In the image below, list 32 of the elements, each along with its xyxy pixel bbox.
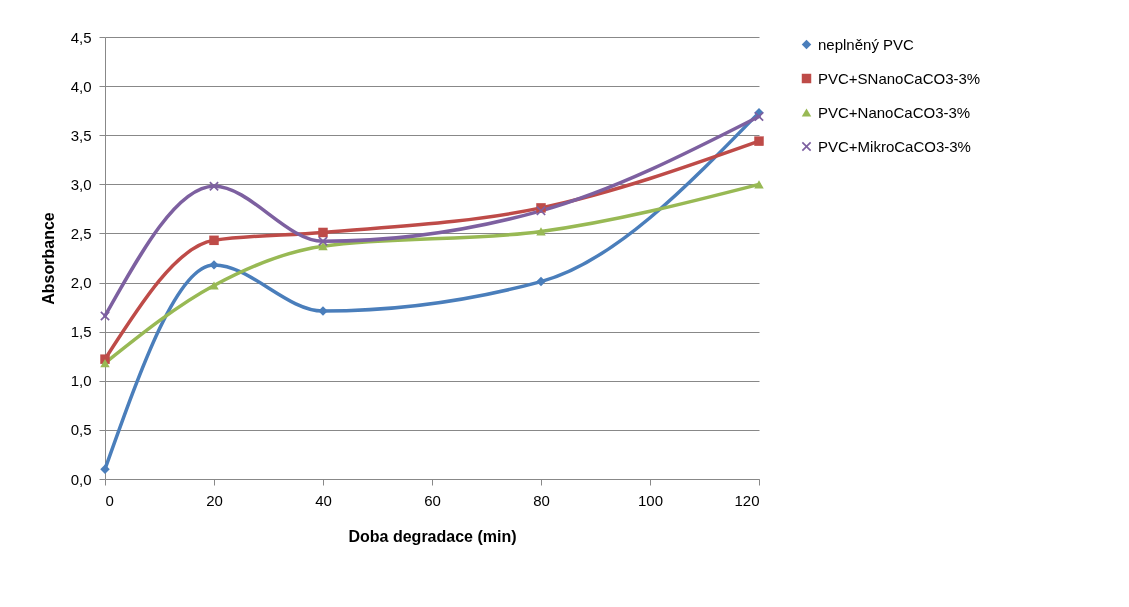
y-axis-title: Absorbance [39, 212, 57, 305]
x-tick-label: 40 [315, 491, 332, 509]
x-tick-label: 100 [637, 491, 664, 509]
x-tick-label: 80 [533, 491, 550, 509]
y-tick-label: 0,0 [70, 470, 92, 488]
x-tick-label: 120 [734, 491, 760, 509]
y-tick-label: 3,0 [70, 175, 92, 193]
legend-label: PVC+NanoCaCO3-3% [818, 103, 971, 121]
x-axis-title: Doba degradace (min) [348, 527, 517, 545]
x-tick-label: 0 [105, 491, 114, 509]
point [318, 227, 328, 238]
y-tick-label: 4,5 [70, 28, 92, 46]
y-tick-label: 3,5 [70, 126, 92, 144]
point [209, 235, 219, 246]
point [754, 136, 764, 146]
y-tick-label: 4,0 [70, 77, 92, 95]
x-tick-label: 20 [206, 491, 223, 509]
y-tick-label: 2,0 [70, 274, 92, 292]
point [536, 276, 546, 287]
legend-label: PVC+SNanoCaCO3-3% [818, 69, 981, 87]
y-tick-label: 1,0 [70, 372, 92, 390]
point [536, 227, 546, 236]
point [100, 311, 110, 321]
point [100, 358, 110, 368]
point [318, 242, 328, 251]
x-tick-label: 60 [424, 491, 441, 509]
legend-label: neplněný PVC [818, 35, 915, 53]
legend-label: PVC+MikroCaCO3-3% [818, 137, 971, 155]
y-tick-label: 2,5 [70, 224, 92, 242]
point [209, 281, 219, 290]
y-tick-label: 1,5 [70, 323, 92, 341]
y-tick-label: 0,5 [70, 421, 92, 439]
